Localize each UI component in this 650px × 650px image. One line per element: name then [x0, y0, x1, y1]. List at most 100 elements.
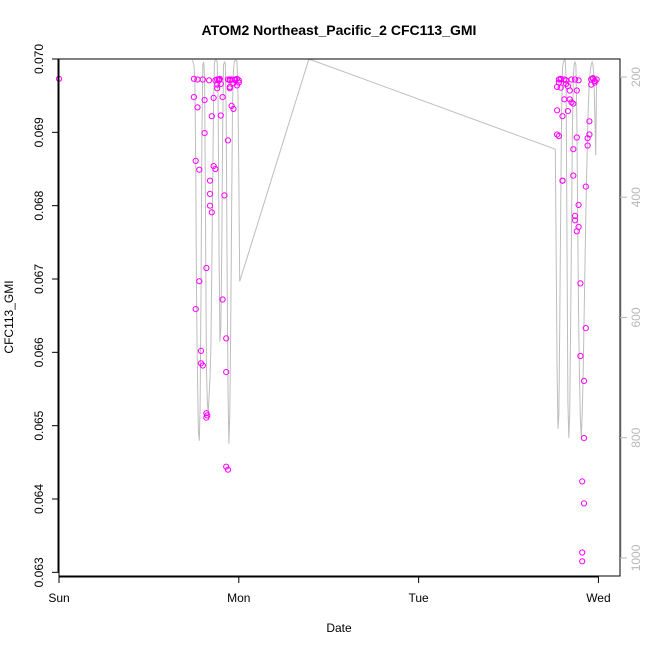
- right-pressure-axis: 200 400 600 800 1000: [620, 67, 643, 571]
- x-tick-label: Sun: [48, 591, 69, 605]
- x-tick-label: Mon: [227, 591, 250, 605]
- data-point: [203, 264, 210, 272]
- data-point: [571, 76, 579, 83]
- data-point: [570, 146, 577, 153]
- data-point: [226, 85, 233, 92]
- y-tick-label: 0.065: [32, 410, 46, 440]
- data-point: [571, 217, 579, 224]
- data-point: [206, 177, 214, 184]
- data-point: [582, 183, 589, 190]
- data-point: [201, 97, 208, 104]
- data-point: [579, 478, 586, 485]
- data-point: [573, 87, 580, 94]
- data-point: [575, 223, 582, 230]
- y2-tick-label: 400: [629, 187, 643, 207]
- data-point: [217, 80, 224, 88]
- data-point: [217, 112, 224, 119]
- data-point: [582, 325, 589, 332]
- data-point: [559, 113, 566, 120]
- y-tick-label: 0.063: [32, 557, 46, 587]
- data-point: [566, 87, 573, 94]
- data-point: [204, 412, 211, 419]
- data-point: [208, 113, 215, 120]
- data-point: [192, 306, 199, 313]
- data-point: [233, 75, 241, 82]
- data-point: [575, 77, 582, 84]
- data-point: [580, 377, 588, 384]
- data-point: [199, 76, 206, 83]
- points-layer: [55, 75, 600, 565]
- data-point: [190, 75, 197, 82]
- data-point: [223, 369, 230, 376]
- data-point: [577, 280, 584, 287]
- data-point: [196, 278, 203, 285]
- data-point: [584, 135, 591, 142]
- data-point: [584, 142, 591, 149]
- y-tick-label: 0.070: [32, 44, 46, 74]
- data-point: [555, 132, 563, 140]
- data-point: [568, 76, 575, 83]
- y-tick-label: 0.066: [32, 337, 46, 367]
- data-point: [577, 352, 584, 360]
- pressure-line-layer: [191, 59, 598, 444]
- data-point: [564, 108, 572, 115]
- data-point: [212, 165, 219, 173]
- data-point: [566, 96, 573, 103]
- y-tick-label: 0.067: [32, 264, 46, 294]
- x-axis: Sun Mon Tue Wed: [48, 576, 611, 605]
- data-point: [228, 102, 235, 110]
- y2-tick-label: 1000: [629, 544, 643, 571]
- data-point: [206, 202, 214, 209]
- y2-tick-label: 800: [629, 427, 643, 447]
- data-point: [194, 76, 201, 83]
- data-point: [196, 166, 203, 173]
- data-point: [221, 192, 228, 199]
- data-point: [573, 134, 580, 141]
- data-point: [579, 549, 586, 556]
- y-axis: 0.063 0.064 0.065 0.066 0.067 0.068 0.069 0.070: [32, 44, 59, 587]
- data-point: [223, 463, 230, 470]
- pressure-line: [191, 59, 598, 444]
- data-point: [570, 172, 577, 179]
- data-point: [591, 79, 598, 86]
- data-point: [214, 85, 221, 92]
- data-point: [559, 177, 566, 184]
- data-point: [554, 131, 561, 138]
- data-point: [557, 84, 564, 91]
- y-tick-label: 0.064: [32, 484, 46, 514]
- data-point: [199, 362, 206, 369]
- plot-frame: [58, 58, 621, 577]
- data-point: [223, 335, 230, 342]
- data-point: [230, 105, 237, 113]
- data-point: [192, 157, 199, 164]
- data-point: [579, 558, 586, 565]
- data-point: [575, 201, 582, 208]
- data-point: [194, 104, 201, 111]
- data-point: [554, 107, 561, 114]
- data-point: [580, 435, 588, 442]
- data-point: [219, 94, 226, 101]
- data-point: [197, 347, 205, 354]
- y-tick-label: 0.069: [32, 117, 46, 147]
- x-tick-label: Wed: [586, 591, 610, 605]
- data-point: [571, 212, 579, 219]
- data-point: [570, 100, 577, 107]
- data-point: [190, 94, 197, 101]
- data-point: [206, 77, 213, 84]
- y2-tick-label: 200: [629, 67, 643, 87]
- y-tick-label: 0.068: [32, 190, 46, 220]
- data-point: [568, 99, 575, 106]
- data-point: [580, 500, 588, 507]
- data-point: [235, 77, 242, 84]
- x-tick-label: Tue: [408, 591, 429, 605]
- chart-title: ATOM2 Northeast_Pacific_2 CFC113_GMI: [202, 22, 477, 38]
- data-point: [210, 94, 217, 102]
- data-point: [201, 130, 208, 137]
- data-point: [219, 296, 226, 303]
- y2-tick-label: 600: [629, 307, 643, 327]
- data-point: [224, 466, 232, 473]
- data-point: [235, 79, 242, 86]
- y-axis-label: CFC113_GMI: [2, 280, 16, 353]
- data-point: [586, 131, 593, 138]
